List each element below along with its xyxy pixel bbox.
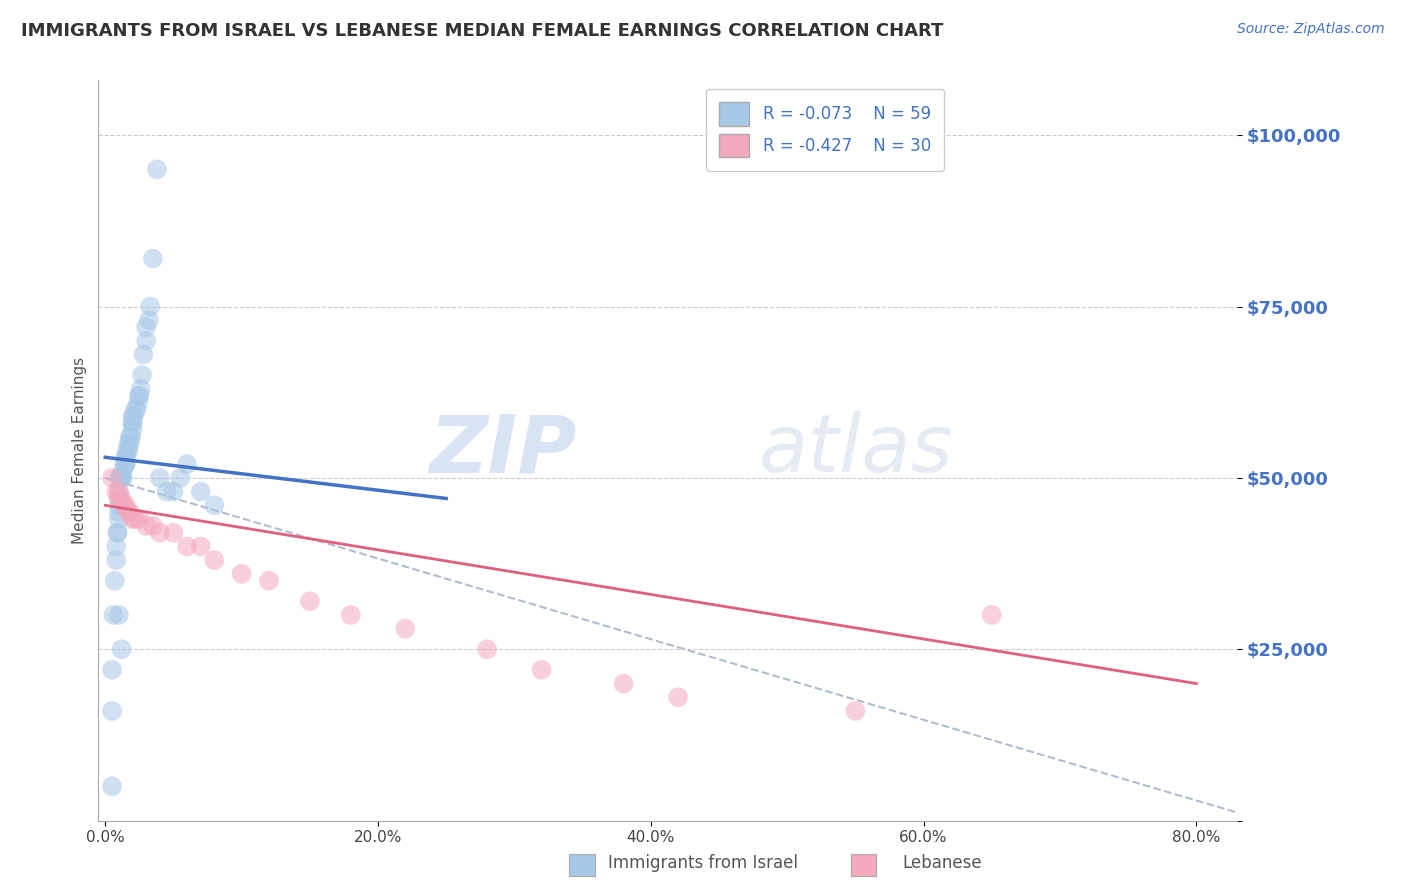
Point bbox=[105, 553, 128, 567]
Point bbox=[139, 300, 162, 314]
Point bbox=[339, 607, 361, 622]
Point bbox=[176, 540, 198, 554]
Text: ZIP: ZIP bbox=[429, 411, 576, 490]
Point bbox=[844, 704, 866, 718]
Point bbox=[108, 484, 131, 499]
Point bbox=[105, 484, 128, 499]
Text: IMMIGRANTS FROM ISRAEL VS LEBANESE MEDIAN FEMALE EARNINGS CORRELATION CHART: IMMIGRANTS FROM ISRAEL VS LEBANESE MEDIA… bbox=[21, 22, 943, 40]
Point bbox=[176, 457, 198, 471]
Point bbox=[128, 512, 150, 526]
Point bbox=[115, 443, 138, 458]
Point bbox=[129, 382, 152, 396]
Point bbox=[107, 525, 129, 540]
Y-axis label: Median Female Earnings: Median Female Earnings bbox=[72, 357, 87, 544]
Point bbox=[202, 553, 225, 567]
Point bbox=[124, 402, 146, 417]
Point bbox=[108, 498, 131, 512]
Point bbox=[118, 436, 141, 450]
Point bbox=[110, 491, 132, 506]
Point bbox=[142, 519, 165, 533]
Point bbox=[162, 525, 184, 540]
Point bbox=[114, 457, 136, 471]
Point bbox=[202, 498, 225, 512]
Text: Immigrants from Israel: Immigrants from Israel bbox=[607, 855, 799, 872]
Point bbox=[111, 471, 134, 485]
Point bbox=[101, 471, 124, 485]
Point bbox=[125, 402, 148, 417]
Point bbox=[114, 457, 136, 471]
Point bbox=[112, 457, 135, 471]
Point bbox=[101, 704, 124, 718]
Point bbox=[980, 607, 1002, 622]
Point bbox=[128, 389, 150, 403]
Point bbox=[108, 512, 131, 526]
Point bbox=[121, 409, 143, 424]
Point bbox=[117, 443, 139, 458]
Point bbox=[190, 540, 212, 554]
Point bbox=[114, 450, 136, 465]
Point bbox=[156, 484, 179, 499]
Point bbox=[108, 471, 131, 485]
Point bbox=[612, 676, 634, 690]
Point bbox=[169, 471, 191, 485]
Point bbox=[117, 436, 139, 450]
Point bbox=[108, 491, 131, 506]
Point bbox=[132, 347, 155, 361]
Point bbox=[108, 484, 131, 499]
Point bbox=[121, 416, 143, 430]
Point bbox=[112, 498, 135, 512]
Point bbox=[127, 395, 149, 409]
Text: Lebanese: Lebanese bbox=[903, 855, 981, 872]
Point bbox=[117, 505, 139, 519]
Point bbox=[104, 574, 127, 588]
Point bbox=[110, 471, 132, 485]
Point bbox=[298, 594, 321, 608]
Point bbox=[142, 252, 165, 266]
Point bbox=[149, 525, 172, 540]
Point bbox=[110, 471, 132, 485]
Point bbox=[110, 642, 132, 657]
Point bbox=[110, 471, 132, 485]
Text: Source: ZipAtlas.com: Source: ZipAtlas.com bbox=[1237, 22, 1385, 37]
Point bbox=[162, 484, 184, 499]
Point bbox=[118, 430, 141, 444]
Point bbox=[120, 430, 142, 444]
Point bbox=[114, 450, 136, 465]
Point bbox=[666, 690, 689, 705]
Point bbox=[121, 512, 143, 526]
Point bbox=[135, 334, 157, 348]
Point bbox=[111, 464, 134, 478]
Point bbox=[138, 313, 160, 327]
Point bbox=[128, 389, 150, 403]
Point bbox=[135, 320, 157, 334]
Point bbox=[131, 368, 153, 382]
Point bbox=[121, 416, 143, 430]
Point bbox=[149, 471, 172, 485]
Point bbox=[101, 780, 124, 794]
Point bbox=[103, 607, 125, 622]
Point bbox=[124, 512, 146, 526]
Point bbox=[394, 622, 416, 636]
Point bbox=[108, 491, 131, 506]
Point bbox=[190, 484, 212, 499]
Point bbox=[118, 505, 141, 519]
Point bbox=[108, 505, 131, 519]
Point bbox=[114, 498, 136, 512]
Point bbox=[101, 663, 124, 677]
Point bbox=[146, 162, 169, 177]
Point bbox=[121, 423, 143, 437]
Point bbox=[257, 574, 280, 588]
Point bbox=[231, 566, 253, 581]
Point bbox=[122, 409, 145, 424]
Point bbox=[108, 607, 131, 622]
Legend: R = -0.073    N = 59, R = -0.427    N = 30: R = -0.073 N = 59, R = -0.427 N = 30 bbox=[706, 88, 945, 170]
Point bbox=[107, 525, 129, 540]
Point bbox=[475, 642, 498, 657]
Point bbox=[530, 663, 553, 677]
Point bbox=[105, 540, 128, 554]
Text: atlas: atlas bbox=[759, 411, 953, 490]
Point bbox=[135, 519, 157, 533]
